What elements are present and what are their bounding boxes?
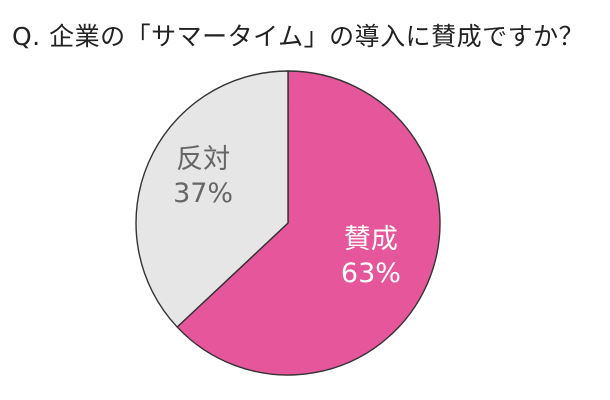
chart-title: Q. 企業の「サマータイム」の導入に賛成ですか？ xyxy=(12,22,585,51)
slice-value-disagree: 37% xyxy=(173,178,233,209)
pie-slice-disagree xyxy=(135,70,289,328)
slice-value-agree: 63% xyxy=(341,258,401,289)
slice-label-agree: 賛成 xyxy=(344,224,398,255)
pie-slice-agree xyxy=(176,70,441,376)
slice-label-disagree: 反対 xyxy=(176,144,230,175)
